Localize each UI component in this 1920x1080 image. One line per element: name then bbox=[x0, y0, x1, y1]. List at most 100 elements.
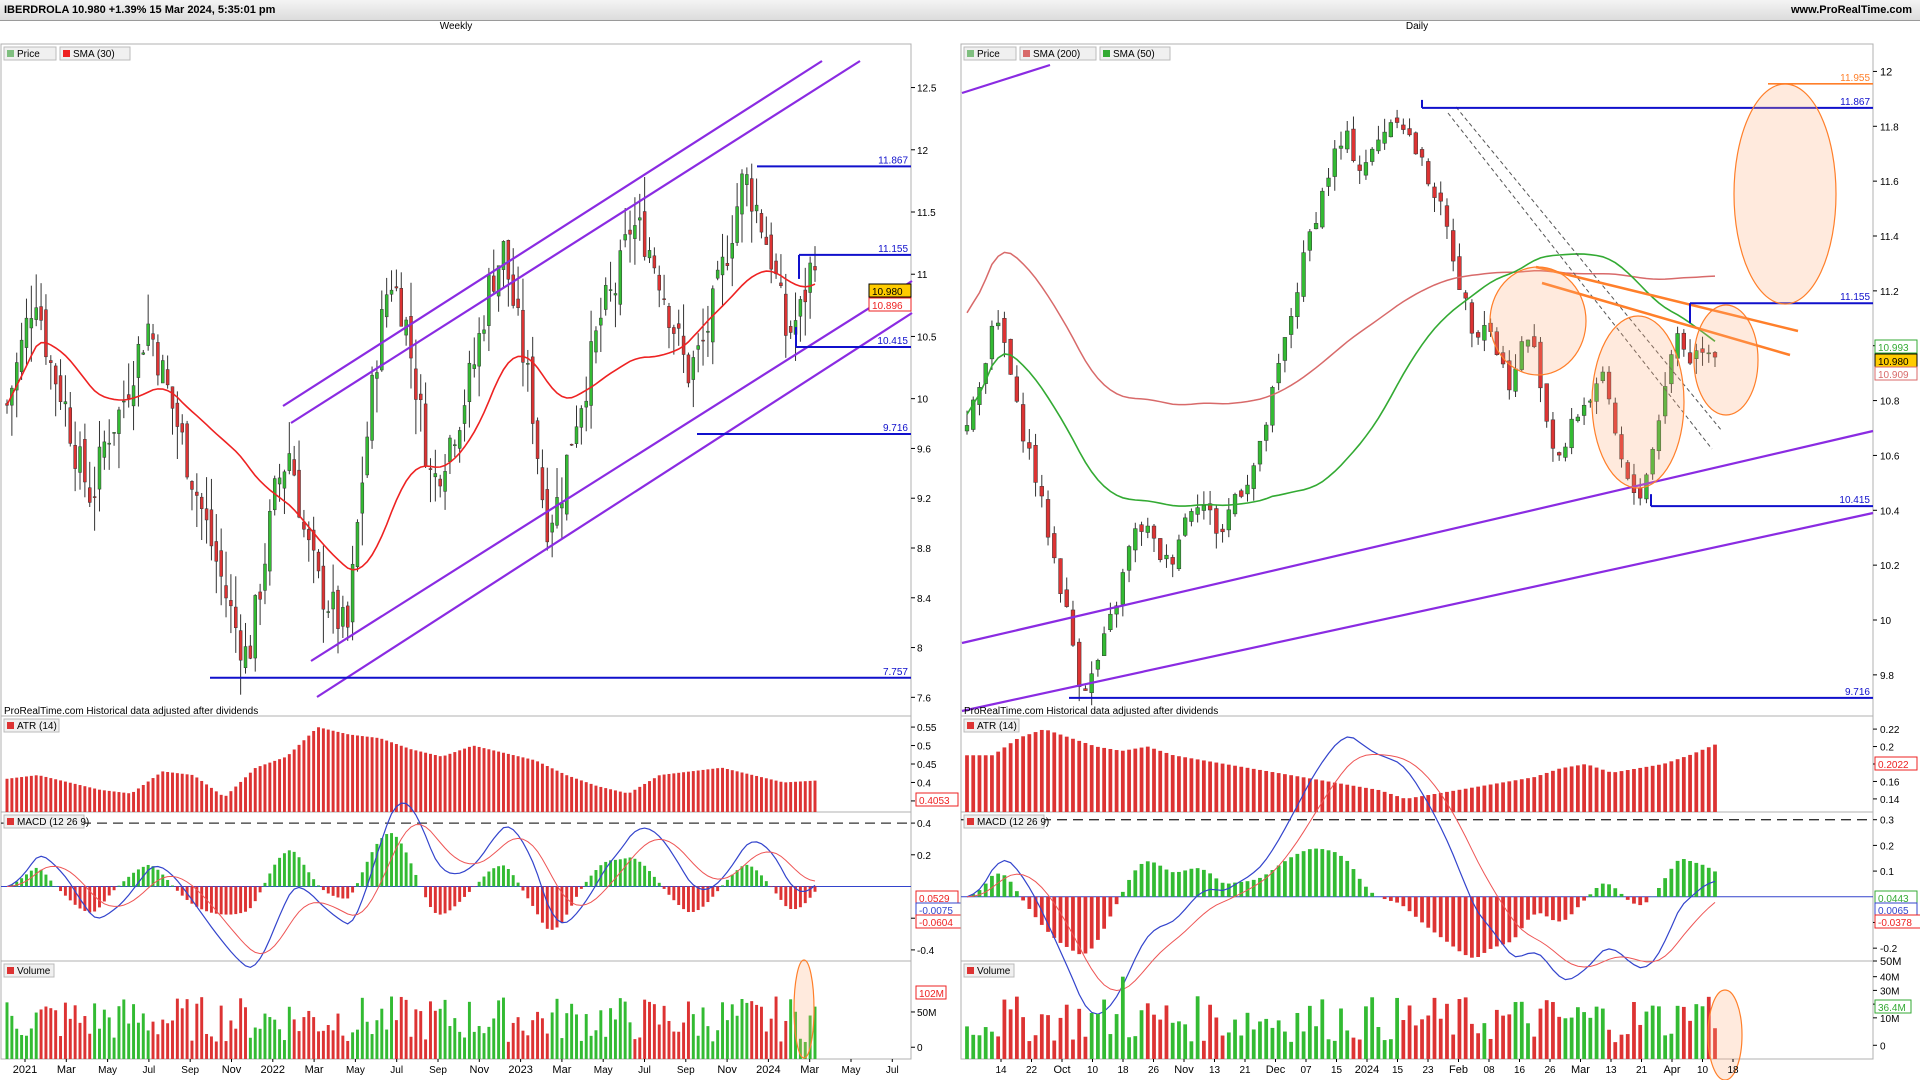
daily-macd-hist-bar bbox=[996, 873, 1001, 897]
daily-macd-hist-bar bbox=[1644, 896, 1649, 903]
weekly-level-label: 9.716 bbox=[883, 423, 908, 434]
weekly-candle-body bbox=[423, 403, 428, 467]
daily-x-label: 23 bbox=[1422, 1065, 1434, 1076]
site-link[interactable]: www.ProRealTime.com bbox=[1790, 4, 1912, 16]
daily-atr-bar bbox=[1401, 798, 1406, 812]
daily-candle-body bbox=[1388, 122, 1394, 138]
daily-volume-bar bbox=[1201, 1040, 1206, 1059]
weekly-atr-bar bbox=[594, 785, 598, 812]
weekly-candle-body bbox=[638, 217, 642, 221]
weekly-atr-bar bbox=[721, 767, 724, 812]
weekly-volume-bar bbox=[29, 1028, 33, 1059]
weekly-volume-bar bbox=[589, 1035, 593, 1059]
daily-volume-bar bbox=[1463, 997, 1468, 1059]
daily-macd-hist-bar bbox=[1420, 896, 1424, 923]
daily-candle-body bbox=[1394, 117, 1400, 123]
daily-volume-bar bbox=[1276, 1020, 1281, 1059]
weekly-candle-body bbox=[565, 454, 569, 515]
daily-macd-hist-bar bbox=[1083, 896, 1088, 954]
weekly-macd-hist-bar bbox=[628, 857, 632, 887]
weekly-candle-body bbox=[574, 426, 579, 444]
weekly-volume-bar bbox=[151, 1021, 155, 1059]
weekly-candle-body bbox=[448, 437, 452, 462]
daily-candle-body bbox=[1282, 337, 1288, 361]
weekly-volume-bar bbox=[258, 1028, 262, 1059]
weekly-macd-hist-bar bbox=[463, 886, 467, 897]
weekly-macd-hist-bar bbox=[175, 886, 179, 891]
daily-signal-line bbox=[966, 754, 1716, 992]
weekly-volume-bar bbox=[526, 1035, 530, 1059]
weekly-atr-bar bbox=[317, 727, 320, 812]
weekly-x-label: Sep bbox=[677, 1065, 695, 1076]
weekly-macd-hist-bar bbox=[83, 886, 87, 911]
daily-volume-bar bbox=[1089, 1013, 1094, 1059]
weekly-atr-bar bbox=[667, 773, 671, 812]
daily-sma-50 bbox=[966, 253, 1716, 507]
daily-vol-tick-label: 0 bbox=[1880, 1041, 1886, 1052]
daily-volume-bar bbox=[1470, 1023, 1474, 1059]
weekly-volume-bar bbox=[448, 1026, 452, 1059]
weekly-volume-bar bbox=[156, 1034, 160, 1059]
weekly-value-tag: 10.896 bbox=[872, 301, 903, 312]
weekly-volume-bar bbox=[599, 1010, 603, 1059]
daily-macd-hist-bar bbox=[1688, 860, 1692, 897]
chart-canvas[interactable]: Weekly 12.5 12 11.5 11 10.5 10 9.6 9.2 8.8 8.4 8 7.6… bbox=[0, 21, 1920, 1080]
weekly-candle-body bbox=[63, 401, 68, 405]
daily-macd-hist-bar bbox=[1395, 896, 1399, 903]
daily-macd-hist-bar bbox=[1133, 870, 1138, 897]
daily-price-tick-label: 10 bbox=[1880, 616, 1892, 627]
weekly-atr-bar bbox=[394, 744, 398, 812]
daily-candle-body bbox=[1706, 352, 1711, 355]
daily-candle-body bbox=[1151, 525, 1157, 539]
daily-value-tag-box bbox=[1874, 366, 1918, 381]
weekly-atr-bar bbox=[312, 730, 316, 812]
daily-macd-hist-bar bbox=[1332, 852, 1337, 897]
weekly-volume-bar bbox=[122, 999, 126, 1059]
weekly-volume-bar bbox=[511, 1022, 515, 1059]
weekly-atr-bar bbox=[584, 782, 588, 812]
daily-candle-body bbox=[1226, 509, 1231, 531]
weekly-volume-bar bbox=[643, 999, 647, 1059]
daily-macd-hist-bar bbox=[1594, 887, 1599, 897]
daily-level-label: 11.155 bbox=[1840, 292, 1870, 303]
daily-volume-bar bbox=[1438, 1018, 1443, 1059]
daily-atr-bar bbox=[1021, 736, 1025, 812]
daily-macd-hist-bar bbox=[1220, 882, 1225, 897]
daily-volume-bar bbox=[1476, 1033, 1481, 1059]
weekly-atr-bar bbox=[29, 775, 33, 812]
daily-candle-body bbox=[1463, 292, 1468, 299]
daily-channel-upper bbox=[961, 63, 1051, 95]
weekly-volume-swatch bbox=[7, 967, 14, 974]
weekly-subpanel-frame bbox=[0, 43, 912, 717]
daily-volume-bar bbox=[1395, 997, 1399, 1059]
weekly-macd-hist-bar bbox=[20, 878, 24, 887]
weekly-macd-hist-bar bbox=[643, 865, 647, 887]
weekly-atr-bar bbox=[477, 746, 481, 812]
weekly-candle-body bbox=[535, 420, 540, 459]
weekly-legend-swatch bbox=[63, 50, 70, 57]
daily-candle-body bbox=[1482, 325, 1487, 341]
weekly-macd-hist-bar bbox=[789, 886, 793, 909]
weekly-macd-hist-bar bbox=[200, 886, 204, 910]
weekly-x-label: Jul bbox=[886, 1065, 899, 1076]
daily-volume-bar bbox=[1557, 1016, 1562, 1059]
daily-candle-body bbox=[1700, 348, 1705, 353]
weekly-atr-bar bbox=[73, 783, 77, 812]
daily-atr-legend bbox=[963, 718, 1020, 733]
weekly-atr-bar bbox=[409, 749, 413, 812]
weekly-candle-body bbox=[735, 206, 739, 243]
weekly-macd-hist-bar bbox=[740, 866, 744, 887]
weekly-macd-hist-bar bbox=[59, 886, 63, 892]
weekly-volume-bar bbox=[482, 1033, 486, 1059]
daily-volume-bar bbox=[1332, 1040, 1337, 1059]
weekly-level-label: 10.415 bbox=[877, 336, 908, 347]
weekly-macd-hist-bar bbox=[609, 860, 613, 887]
daily-x-label: 16 bbox=[1514, 1065, 1526, 1076]
weekly-volume-bar bbox=[706, 1026, 710, 1059]
daily-candle-body bbox=[1257, 440, 1263, 465]
weekly-atr-bar bbox=[706, 769, 710, 812]
daily-atr-bar bbox=[1700, 749, 1705, 812]
weekly-macd-hist-bar bbox=[506, 868, 510, 887]
weekly-atr-bar bbox=[117, 792, 121, 812]
daily-volume-bar bbox=[1295, 1012, 1300, 1059]
